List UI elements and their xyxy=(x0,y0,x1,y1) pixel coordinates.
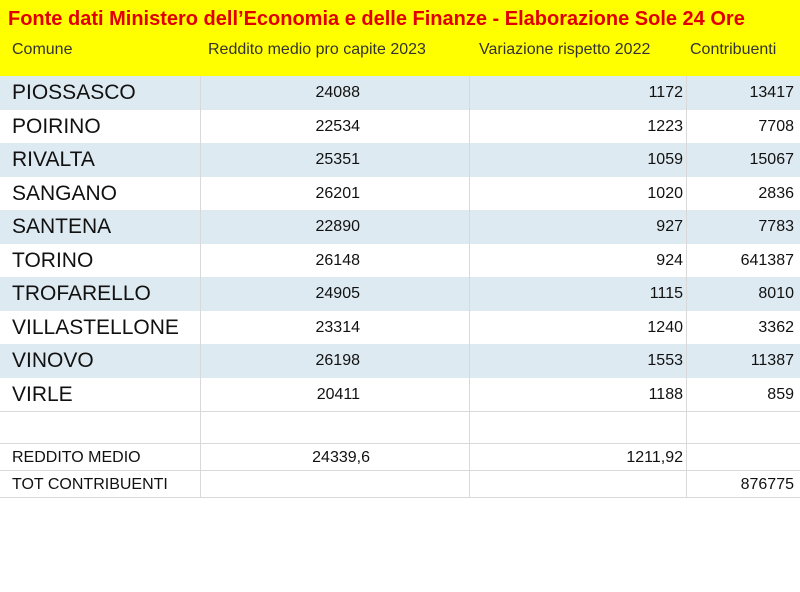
grid-line xyxy=(0,470,800,471)
cell-variazione: 1059 xyxy=(647,151,683,168)
cell-variazione: 1172 xyxy=(648,84,683,101)
cell-reddito: 22890 xyxy=(315,218,361,235)
table-row[interactable]: TROFARELLO 24905 1115 8010 xyxy=(0,277,800,311)
cell-comune: POIRINO xyxy=(12,114,101,138)
cell-contribuenti: 13417 xyxy=(749,84,795,101)
cell-comune: SANGANO xyxy=(12,181,118,205)
cell-reddito: 26201 xyxy=(315,184,361,202)
grid-line xyxy=(0,497,800,498)
table-row[interactable]: VIRLE 20411 1188 859 xyxy=(0,378,800,412)
cell-comune: TROFARELLO xyxy=(12,282,151,305)
cell-reddito: 22534 xyxy=(315,117,361,135)
cell-comune: TORINO xyxy=(12,248,94,272)
grid-line xyxy=(200,76,201,497)
cell-variazione: 1553 xyxy=(647,352,683,369)
table-row[interactable]: POIRINO 22534 1223 7708 xyxy=(0,110,800,144)
cell-reddito: 24088 xyxy=(315,84,361,101)
grid-line xyxy=(469,76,470,497)
cell-reddito: 26198 xyxy=(315,352,361,369)
cell-reddito: 25351 xyxy=(315,151,361,168)
cell-reddito: 23314 xyxy=(315,318,361,336)
cell-variazione: 1115 xyxy=(649,285,683,302)
header-comune: Comune xyxy=(12,41,73,58)
table-row[interactable]: PIOSSASCO 24088 1172 13417 xyxy=(0,76,800,110)
reddito-medio-label: REDDITO MEDIO xyxy=(12,449,141,466)
cell-comune: PIOSSASCO xyxy=(12,81,136,104)
tot-contribuenti-row[interactable]: TOT CONTRIBUENTI 876775 xyxy=(0,471,800,498)
cell-comune: VIRLE xyxy=(12,382,73,406)
table-row[interactable]: VILLASTELLONE 23314 1240 3362 xyxy=(0,311,800,345)
header-reddito: Reddito medio pro capite 2023 xyxy=(208,41,426,58)
table-row[interactable]: TORINO 26148 924 641387 xyxy=(0,244,800,278)
cell-variazione: 927 xyxy=(656,218,683,235)
table-row[interactable]: VINOVO 26198 1553 11387 xyxy=(0,344,800,378)
cell-contribuenti: 15067 xyxy=(749,151,795,168)
tot-contribuenti-label: TOT CONTRIBUENTI xyxy=(12,476,168,493)
cell-reddito: 20411 xyxy=(316,385,360,403)
cell-variazione: 1020 xyxy=(647,184,683,202)
tot-contribuenti-value: 876775 xyxy=(740,476,794,493)
variazione-media-value: 1211,92 xyxy=(626,449,683,466)
cell-reddito: 26148 xyxy=(315,251,361,269)
header-contribuenti: Contribuenti xyxy=(690,41,777,58)
cell-contribuenti: 8010 xyxy=(758,285,794,302)
table-row[interactable]: SANGANO 26201 1020 2836 xyxy=(0,177,800,211)
grid-line xyxy=(686,76,687,497)
cell-contribuenti: 3362 xyxy=(758,318,794,336)
reddito-medio-row[interactable]: REDDITO MEDIO 24339,6 1211,92 xyxy=(0,444,800,471)
table-row[interactable]: SANTENA 22890 927 7783 xyxy=(0,210,800,244)
cell-contribuenti: 641387 xyxy=(740,251,794,269)
cell-comune: RIVALTA xyxy=(12,148,95,171)
header-row: Comune Reddito medio pro capite 2023 Var… xyxy=(0,38,800,76)
cell-comune: VILLASTELLONE xyxy=(12,315,179,339)
cell-comune: VINOVO xyxy=(12,349,94,372)
cell-contribuenti: 11387 xyxy=(750,352,794,369)
cell-comune: SANTENA xyxy=(12,215,112,238)
cell-variazione: 1188 xyxy=(648,385,683,403)
grid-line xyxy=(0,411,800,412)
cell-variazione: 1223 xyxy=(647,117,683,135)
cell-contribuenti: 859 xyxy=(767,385,794,403)
grid-line xyxy=(0,443,800,444)
cell-contribuenti: 7783 xyxy=(758,218,794,235)
table-title: Fonte dati Ministero dell’Economia e del… xyxy=(0,0,800,38)
cell-contribuenti: 7708 xyxy=(758,117,794,135)
table-row[interactable]: RIVALTA 25351 1059 15067 xyxy=(0,143,800,177)
cell-variazione: 1240 xyxy=(647,318,683,336)
cell-contribuenti: 2836 xyxy=(758,184,794,202)
cell-variazione: 924 xyxy=(656,251,683,269)
header-variazione: Variazione rispetto 2022 xyxy=(479,41,651,58)
reddito-medio-value: 24339,6 xyxy=(312,449,370,466)
cell-reddito: 24905 xyxy=(315,285,361,302)
